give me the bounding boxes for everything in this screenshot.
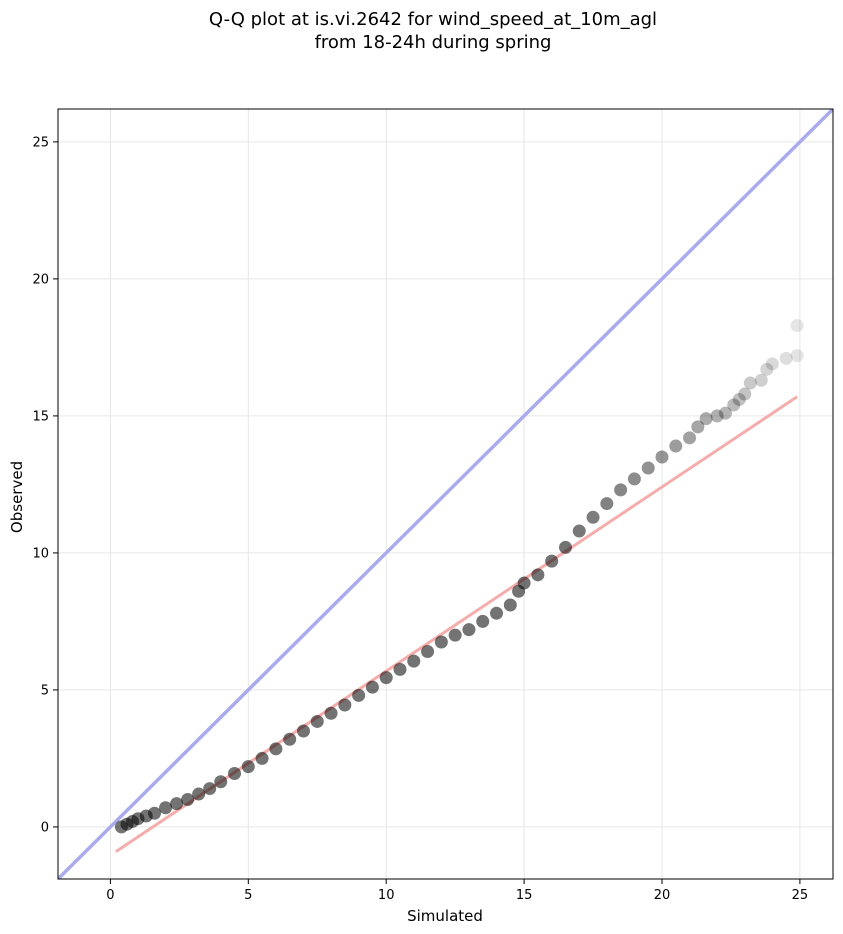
quantile-point — [296, 724, 310, 738]
quantile-point — [310, 714, 324, 728]
x-tick-label: 10 — [378, 888, 395, 903]
quantile-point — [572, 524, 586, 538]
quantile-point — [699, 412, 713, 426]
quantile-point — [738, 387, 752, 401]
x-tick-label: 25 — [792, 888, 809, 903]
quantile-point — [545, 554, 559, 568]
quantile-point — [691, 420, 705, 434]
x-axis-label: Simulated — [407, 907, 483, 925]
quantile-point — [434, 635, 448, 649]
quantile-point — [683, 431, 697, 445]
quantile-point — [503, 598, 517, 612]
quantile-point — [170, 797, 184, 811]
quantile-point — [641, 461, 655, 475]
quantile-point — [531, 568, 545, 582]
quantile-point — [365, 680, 379, 694]
quantile-point — [192, 787, 206, 801]
quantile-point — [754, 373, 768, 387]
x-axis-ticks: 0 5 10 15 20 25 — [106, 879, 808, 903]
quantile-point — [765, 357, 779, 371]
quantile-point — [655, 450, 669, 464]
y-tick-label: 10 — [32, 546, 49, 561]
y-tick-label: 25 — [32, 135, 49, 150]
quantile-point — [779, 351, 793, 365]
quantile-point — [790, 318, 804, 332]
quantile-point — [421, 645, 435, 659]
y-tick-label: 0 — [41, 820, 49, 835]
quantile-point — [352, 688, 366, 702]
quantile-point — [790, 349, 804, 363]
quantile-point — [159, 801, 173, 815]
quantile-point — [718, 406, 732, 420]
chart-title: Q-Q plot at is.vi.2642 for wind_speed_at… — [209, 9, 657, 30]
quantile-point — [614, 483, 628, 497]
y-axis-ticks: 0 5 10 15 20 25 — [32, 135, 58, 835]
y-tick-label: 20 — [32, 272, 49, 287]
y-tick-label: 15 — [32, 409, 49, 424]
y-axis-label: Observed — [8, 461, 26, 533]
plot-area — [58, 109, 833, 879]
x-tick-label: 15 — [516, 888, 533, 903]
quantile-point — [586, 510, 600, 524]
grid — [58, 109, 833, 879]
quantile-point — [407, 654, 421, 668]
quantile-point — [393, 662, 407, 676]
quantile-point — [517, 576, 531, 590]
quantile-point — [241, 760, 255, 774]
x-tick-label: 5 — [244, 888, 252, 903]
quantile-point — [203, 782, 217, 796]
quantile-point — [148, 806, 162, 820]
quantile-point — [627, 472, 641, 486]
quantile-point — [710, 409, 724, 423]
plot-frame — [57, 108, 834, 880]
quantile-point — [255, 751, 269, 765]
quantile-point — [743, 376, 757, 390]
quantile-point — [269, 742, 283, 756]
quantile-point — [181, 793, 195, 807]
quantile-point — [476, 614, 490, 628]
quantile-point — [760, 362, 774, 376]
quantile-point — [283, 732, 297, 746]
identity-line — [58, 109, 833, 879]
quantile-point — [324, 706, 338, 720]
quantile-point — [379, 671, 393, 685]
quantile-point — [732, 392, 746, 406]
quantile-point — [448, 628, 462, 642]
quantile-points — [114, 318, 804, 834]
x-tick-label: 0 — [106, 888, 114, 903]
y-tick-label: 5 — [41, 683, 49, 698]
quantile-point — [338, 698, 352, 712]
quantile-point — [600, 497, 614, 511]
quantile-point — [669, 439, 683, 453]
x-tick-label: 20 — [654, 888, 671, 903]
quantile-point — [727, 398, 741, 412]
quantile-point — [228, 767, 242, 781]
chart-subtitle: from 18-24h during spring — [315, 32, 552, 53]
quantile-point — [558, 540, 572, 554]
quantile-point — [462, 623, 476, 637]
quantile-point — [214, 775, 228, 789]
quantile-point — [490, 606, 504, 620]
